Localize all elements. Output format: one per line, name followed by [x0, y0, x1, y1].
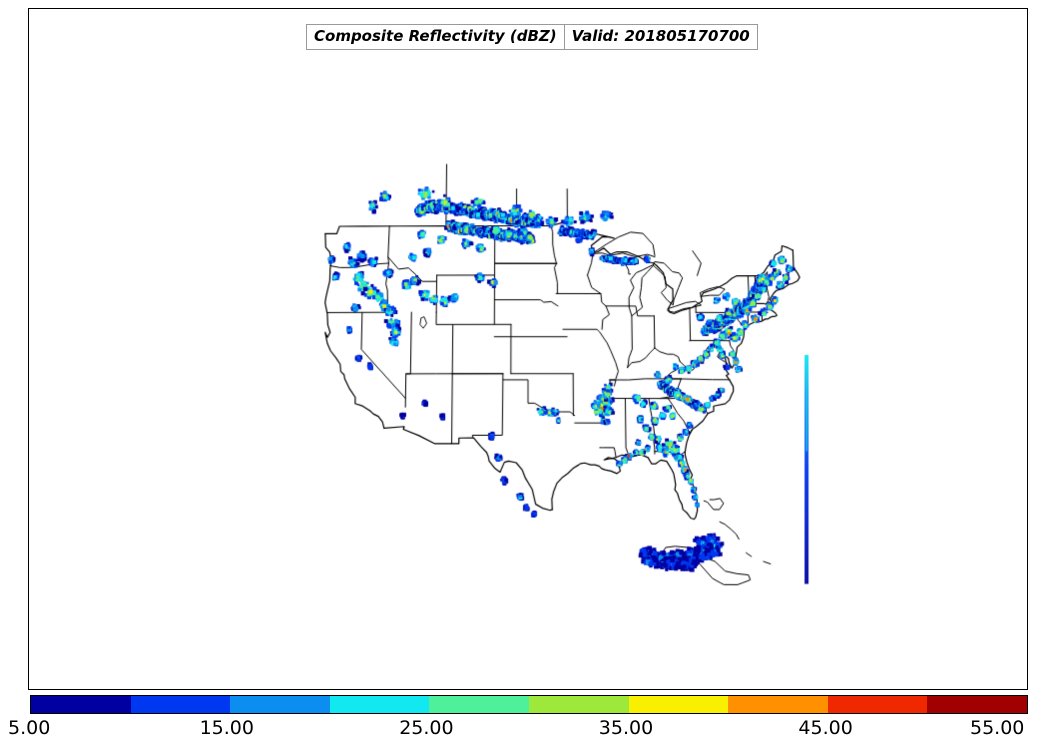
colorbar-tick-5: 5.00 — [8, 717, 51, 739]
colorbar-segment-45-50 — [827, 696, 928, 713]
colorbar-segment-40-45 — [728, 696, 828, 713]
colorbar-tick-55: 55.00 — [970, 717, 1025, 739]
colorbar-segment-5-10 — [31, 696, 131, 713]
colorbar-segment-30-35 — [528, 696, 629, 713]
radar-map-canvas — [29, 9, 1027, 689]
colorbar-segment-25-30 — [429, 696, 529, 713]
colorbar-segment-50-55 — [927, 696, 1027, 713]
colorbar-tick-15: 15.00 — [199, 717, 254, 739]
colorbar-segment-20-25 — [329, 696, 430, 713]
map-frame — [28, 8, 1028, 690]
colorbar-segment-35-40 — [628, 696, 729, 713]
colorbar-tick-25: 25.00 — [399, 717, 454, 739]
colorbar-segment-10-15 — [130, 696, 231, 713]
colorbar-container: 5.00 15.00 25.00 35.00 45.00 55.00 — [8, 695, 1028, 743]
colorbar-tick-labels: 5.00 15.00 25.00 35.00 45.00 55.00 — [8, 715, 1028, 743]
colorbar-tick-35: 35.00 — [598, 717, 654, 739]
colorbar-segment-15-20 — [230, 696, 330, 713]
colorbar-tick-45: 45.00 — [798, 717, 853, 739]
colorbar-gradient — [30, 695, 1028, 714]
